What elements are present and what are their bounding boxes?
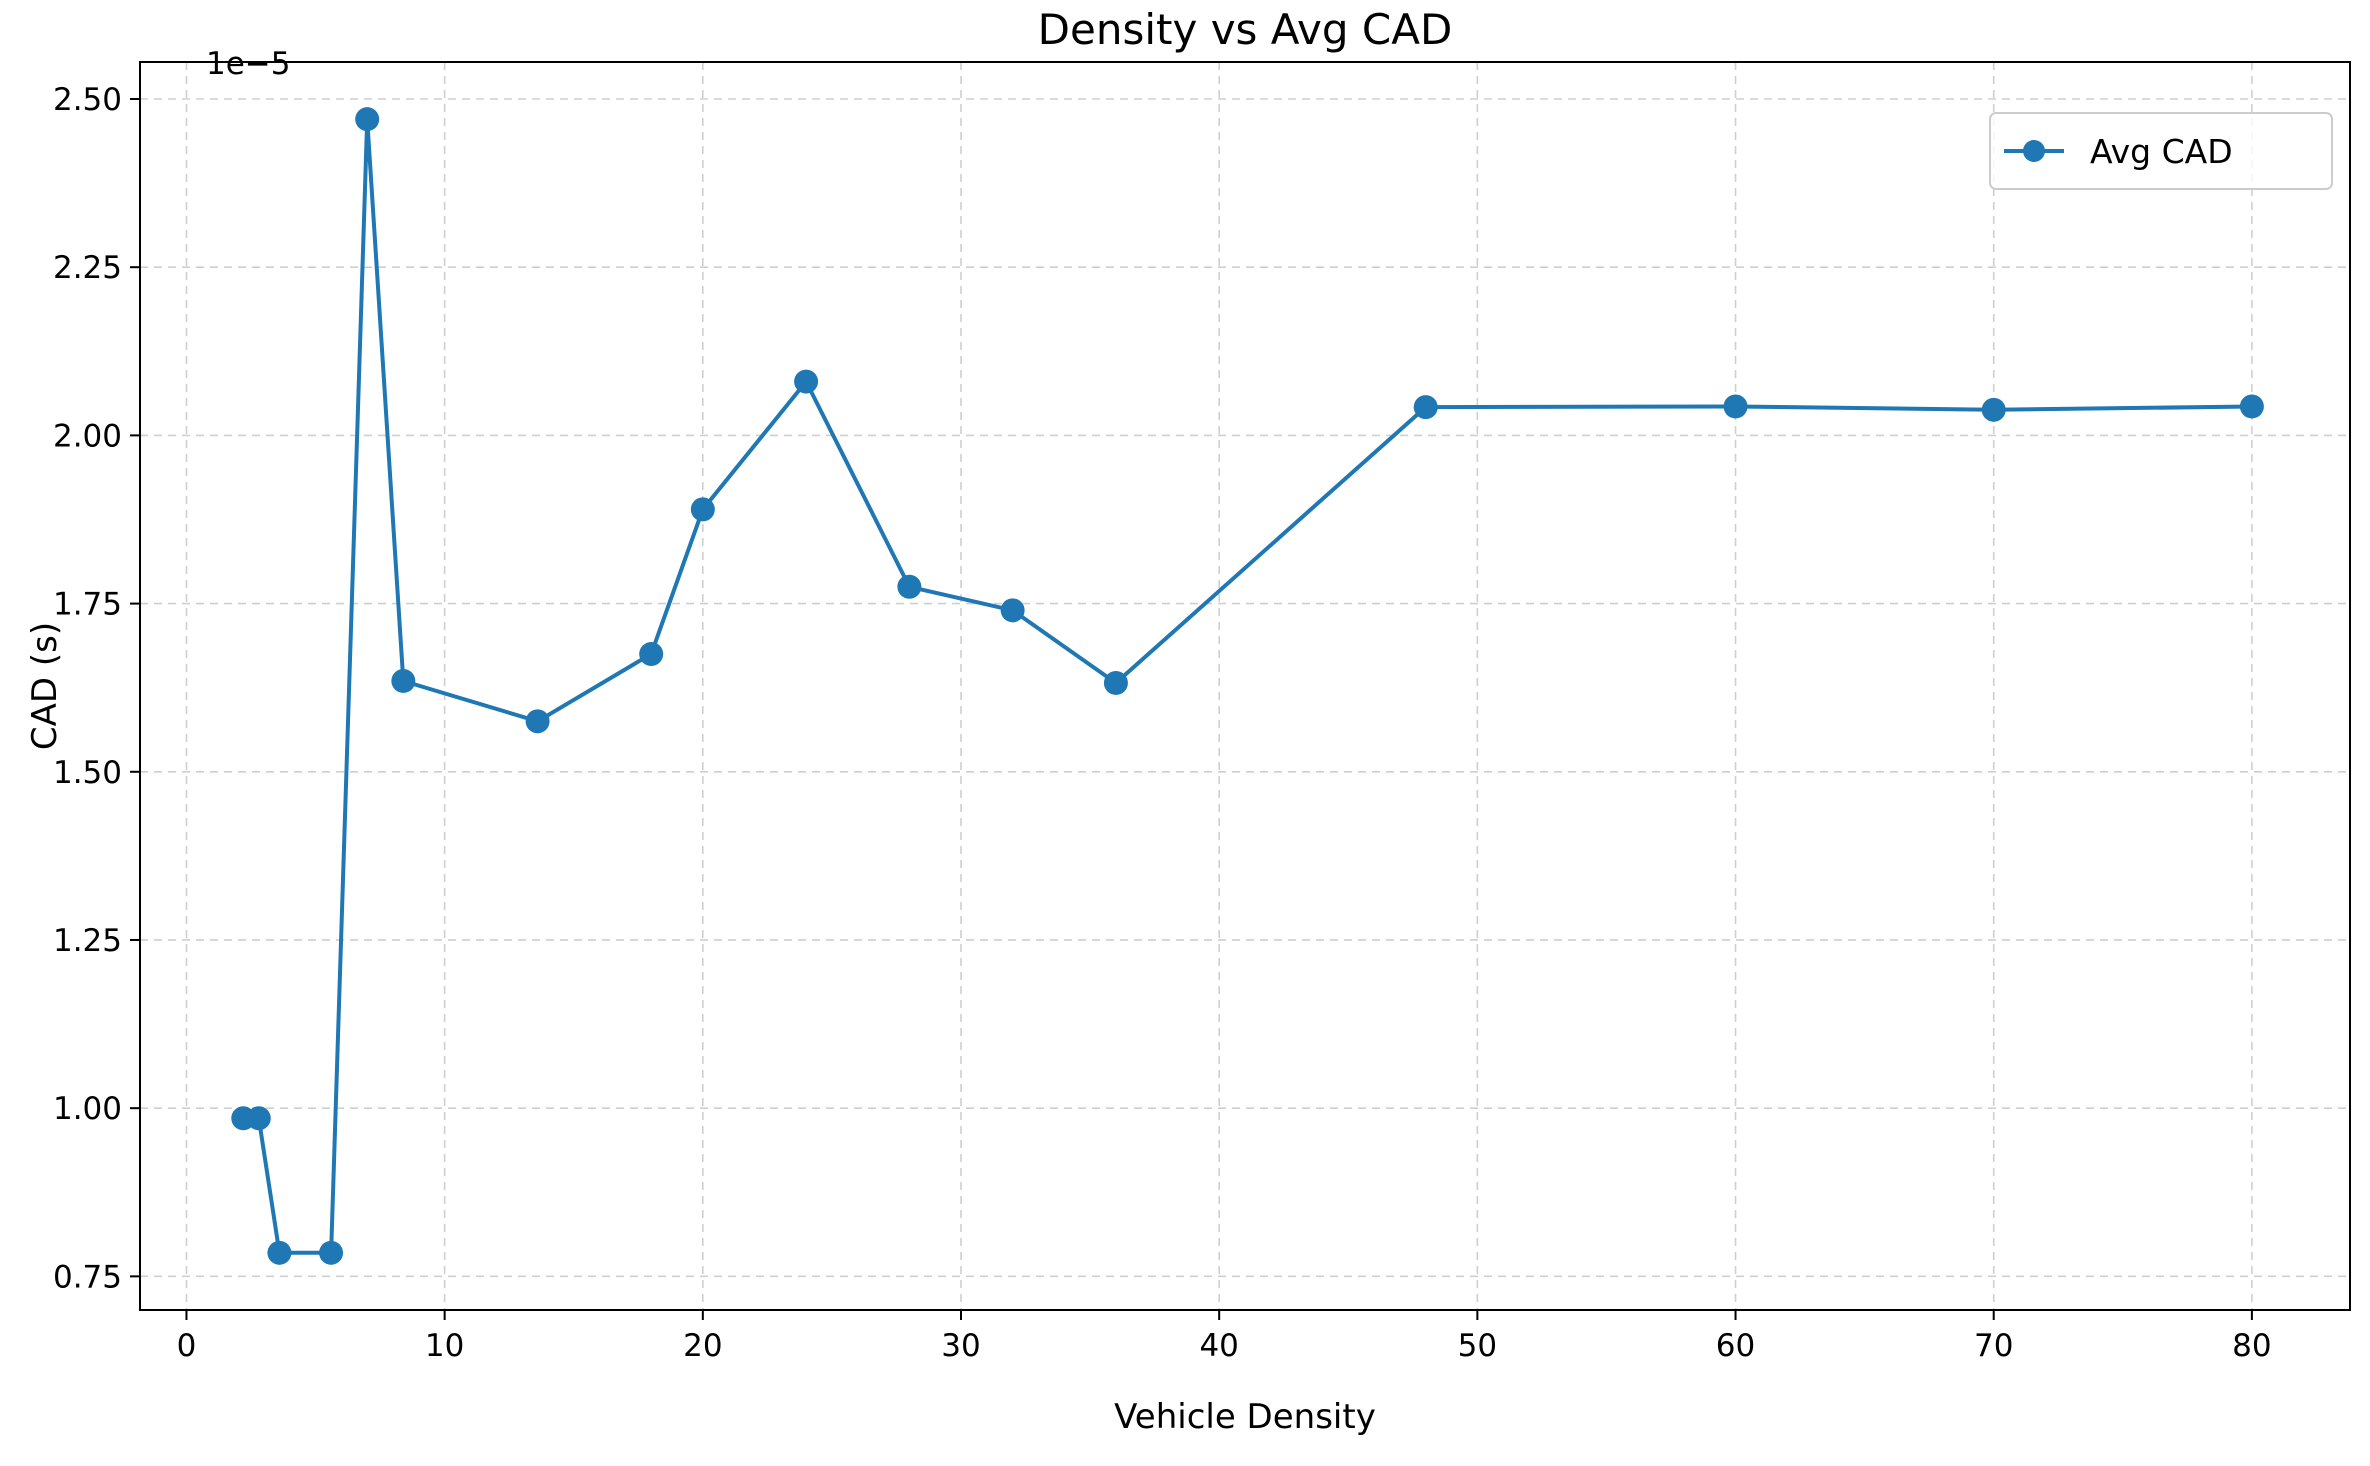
series-layer	[231, 107, 2264, 1265]
data-point	[355, 107, 380, 132]
plot-frame	[139, 61, 2351, 1311]
legend-marker-sample	[2023, 140, 2045, 162]
data-point	[1000, 598, 1025, 623]
x-tick-label: 40	[1199, 1328, 1238, 1364]
y-tick-label: 1.25	[53, 923, 122, 959]
y-axis-label: CAD (s)	[25, 622, 65, 750]
data-point	[1981, 397, 2006, 422]
x-tick-label: 0	[177, 1328, 197, 1364]
y-tick-label: 0.75	[53, 1259, 122, 1295]
data-point	[639, 642, 664, 667]
y-tick-label: 1.00	[53, 1091, 122, 1127]
data-point	[2239, 394, 2264, 419]
grid	[140, 62, 2350, 1310]
x-tick-label: 10	[425, 1328, 464, 1364]
chart-title: Density vs Avg CAD	[1038, 5, 1453, 54]
y-axis: 0.75 1.00 1.25 1.50 1.75 2.00 2.25 2.50	[53, 82, 140, 1295]
x-tick-label: 80	[2232, 1328, 2271, 1364]
x-tick-label: 50	[1458, 1328, 1497, 1364]
data-point	[1413, 395, 1438, 420]
y-tick-label: 2.25	[53, 250, 122, 286]
x-axis: 0 10 20 30 40 50 60 70 80	[177, 1310, 2272, 1364]
y-offset-label: 1e−5	[206, 46, 291, 82]
data-point	[246, 1106, 271, 1131]
data-point	[267, 1240, 292, 1265]
data-point	[897, 574, 922, 599]
x-tick-label: 20	[683, 1328, 722, 1364]
y-tick-label: 2.50	[53, 82, 122, 118]
data-point	[525, 709, 550, 734]
y-tick-label: 2.00	[53, 418, 122, 454]
data-point	[391, 668, 416, 693]
x-tick-label: 70	[1974, 1328, 2013, 1364]
x-axis-label: Vehicle Density	[1114, 1397, 1376, 1437]
data-point	[690, 497, 715, 522]
legend-entry-label: Avg CAD	[2090, 132, 2233, 171]
y-tick-label: 1.50	[53, 755, 122, 791]
legend: Avg CAD	[1989, 112, 2333, 190]
data-point	[1103, 670, 1128, 695]
x-tick-label: 30	[941, 1328, 980, 1364]
y-tick-label: 1.75	[53, 587, 122, 623]
x-tick-label: 60	[1716, 1328, 1755, 1364]
legend-box	[1989, 112, 2333, 190]
data-point	[319, 1240, 344, 1265]
data-point	[794, 369, 819, 394]
data-point	[1723, 394, 1748, 419]
